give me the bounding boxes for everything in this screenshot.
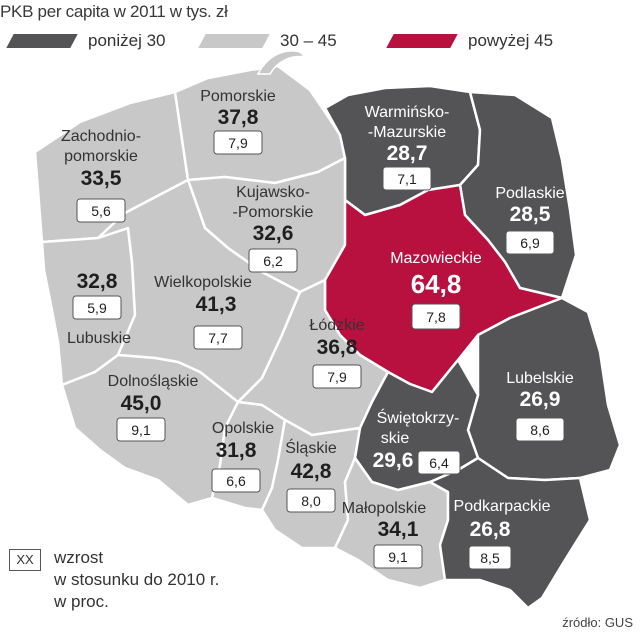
label-malopolskie-name: Małopolskie [342, 500, 427, 517]
label-lodzkie-growth: 7,9 [327, 369, 347, 385]
label-swietokrzyskie-name2: skie [381, 430, 410, 447]
growth-box-lodzkie [312, 364, 362, 389]
label-slaskie-name: Śląskie [285, 438, 337, 457]
growth-box-pomorskie [213, 130, 263, 155]
label-lubuskie-name: Lubuskie [67, 330, 131, 347]
label-dolnoslaskie-growth: 9,1 [131, 422, 151, 438]
label-lubelskie-growth: 8,6 [530, 422, 550, 438]
label-zachodniopomorskie-name2: pomorskie [64, 148, 138, 165]
label-swietokrzyskie-growth: 6,4 [429, 455, 449, 471]
label-lubelskie-name: Lubelskie [506, 370, 574, 387]
label-warminsko-growth: 7,1 [397, 171, 417, 187]
growth-box-swietokrzyskie [417, 450, 461, 475]
label-swietokrzyskie-name1: Świętokrzy- [377, 408, 460, 427]
growth-box-malopolskie [373, 544, 423, 569]
source-note: źródło: GUS [562, 615, 633, 630]
label-opolskie-value: 31,8 [216, 439, 257, 462]
label-kujawsko-value: 32,6 [253, 222, 294, 245]
label-lubuskie-value: 32,8 [77, 270, 118, 293]
label-podlaskie-value: 28,5 [510, 203, 551, 226]
label-pomorskie-growth: 7,9 [228, 135, 248, 151]
label-podkarpackie-growth: 8,5 [480, 550, 500, 566]
label-opolskie-name: Opolskie [212, 420, 274, 437]
growth-box-opolskie [211, 468, 261, 493]
label-podkarpackie-name: Podkarpackie [454, 498, 551, 515]
legend-item-above45: powyżej 45 [380, 31, 553, 51]
label-lodzkie-name: Łódzkie [309, 317, 364, 334]
label-warminsko-name2: -Mazurskie [368, 124, 446, 141]
label-pomorskie-value: 37,8 [218, 106, 259, 129]
label-wielkopolskie-value: 41,3 [196, 293, 237, 316]
label-malopolskie-value: 34,1 [378, 518, 419, 541]
label-dolnoslaskie-value: 45,0 [121, 392, 162, 415]
growth-box-lubelskie [515, 417, 565, 442]
growth-box-lubuskie [72, 295, 122, 320]
legend-label-above45: powyżej 45 [468, 31, 554, 50]
label-swietokrzyskie-value: 29,6 [373, 449, 414, 472]
label-mazowieckie-growth: 7,8 [426, 309, 446, 325]
label-zachodniopomorskie-growth: 5,6 [91, 203, 111, 219]
growth-box-podkarpackie [468, 545, 512, 570]
growth-box-mazowieckie [411, 303, 461, 330]
label-slaskie-value: 42,8 [291, 460, 332, 483]
region-pomorskie[interactable] [173, 64, 347, 185]
growth-box-slaskie [286, 488, 336, 513]
label-dolnoslaskie-name: Dolnośląskie [108, 373, 199, 390]
label-warminsko-name1: Warmińsko- [365, 104, 450, 121]
label-warminsko-value: 28,7 [387, 142, 428, 165]
label-lubelskie-value: 26,9 [520, 388, 561, 411]
label-kujawsko-growth: 6,2 [263, 253, 283, 269]
label-malopolskie-growth: 9,1 [388, 549, 408, 565]
label-podkarpackie-value: 26,8 [470, 518, 511, 541]
legend-label-between: 30 – 45 [280, 31, 337, 50]
label-slaskie-growth: 8,0 [301, 493, 321, 509]
legend-item-between: 30 – 45 [192, 31, 337, 51]
label-podlaskie-name: Podlaskie [495, 185, 564, 202]
label-kujawsko-name1: Kujawsko- [236, 184, 310, 201]
label-zachodniopomorskie-value: 33,5 [81, 167, 122, 190]
label-pomorskie-name: Pomorskie [200, 88, 276, 105]
label-mazowieckie-value: 64,8 [411, 269, 462, 299]
label-kujawsko-name2: -Pomorskie [233, 204, 314, 221]
label-opolskie-growth: 6,6 [226, 473, 246, 489]
label-podlaskie-growth: 6,9 [520, 235, 540, 251]
growth-key-text: wzrost w stosunku do 2010 r. w proc. [54, 548, 220, 611]
label-wielkopolskie-name: Wielkopolskie [154, 274, 252, 291]
label-lodzkie-value: 36,8 [317, 336, 358, 359]
region-podkarpackie[interactable] [428, 456, 592, 610]
growth-box-podlaskie [505, 230, 555, 255]
hel-peninsula [256, 50, 308, 75]
growth-box-zachodniopomorskie [76, 198, 126, 223]
label-lubuskie-growth: 5,9 [87, 300, 107, 316]
legend-item-below30: poniżej 30 [0, 31, 166, 51]
growth-box-warminsko [382, 166, 432, 191]
growth-box-dolnoslaskie [116, 417, 166, 442]
map-title: PKB per capita w 2011 w tys. zł [0, 2, 228, 21]
legend-label-below30: poniżej 30 [88, 31, 166, 50]
label-wielkopolskie-growth: 7,7 [208, 330, 228, 346]
growth-box-wielkopolskie [193, 325, 243, 350]
label-mazowieckie-name: Mazowieckie [390, 250, 482, 267]
growth-box-kujawsko [248, 248, 298, 273]
growth-key-box: XX [9, 549, 41, 571]
label-zachodniopomorskie-name1: Zachodnio- [61, 128, 141, 145]
